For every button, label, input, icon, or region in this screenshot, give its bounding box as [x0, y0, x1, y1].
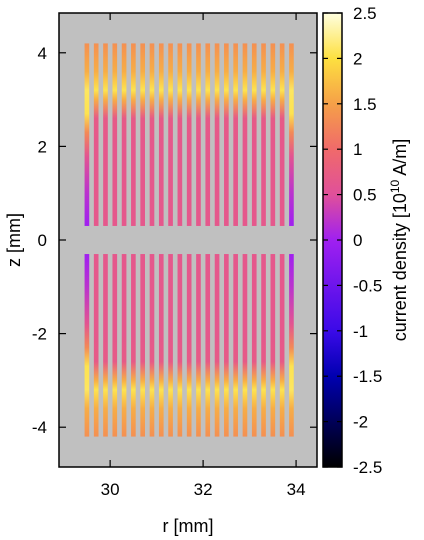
- strip-upper: [103, 43, 108, 226]
- strip-upper: [186, 43, 192, 226]
- strip-upper: [224, 43, 229, 226]
- colorbar-label-exponent: 10: [388, 179, 402, 193]
- y-tick-label: -2: [32, 325, 47, 344]
- colorbar-tick-label: -2.5: [353, 458, 382, 477]
- strip-upper: [168, 43, 173, 226]
- strip-lower: [233, 254, 238, 437]
- strip-upper: [233, 43, 238, 226]
- strip-upper: [242, 43, 248, 226]
- strip-lower: [214, 254, 220, 437]
- strip-lower: [224, 254, 229, 437]
- strip-upper: [214, 43, 220, 226]
- colorbar-tick-label: 2: [353, 49, 362, 68]
- colorbar-label-unit: A/m]: [390, 139, 410, 180]
- strip-upper: [251, 43, 257, 226]
- y-axis-title: z [mm]: [4, 213, 24, 267]
- strip-lower: [84, 254, 90, 437]
- y-tick-label: -4: [32, 418, 47, 437]
- colorbar-tick-label: -1: [353, 322, 368, 341]
- colorbar-tick-label: 0.5: [353, 186, 377, 205]
- strip-lower: [177, 254, 183, 437]
- colorbar-tick-label: 2.5: [353, 4, 377, 23]
- y-tick-label: 4: [38, 44, 47, 63]
- colorbar-tick-label: 1.5: [353, 95, 377, 114]
- strip-lower: [261, 254, 266, 437]
- strip-lower: [149, 254, 155, 437]
- strip-upper: [84, 43, 90, 226]
- strip-lower: [131, 254, 136, 437]
- colorbar-tick-label: 1: [353, 140, 362, 159]
- strip-lower: [270, 254, 276, 437]
- axis-ticks: 30 32 34 -4 -2 0 2 4: [32, 13, 317, 499]
- strip-upper: [158, 43, 164, 226]
- strip-lower: [93, 254, 99, 437]
- colorbar-label-base: current density [10: [390, 193, 410, 341]
- colorbar-label: current density [1010 A/m]: [388, 139, 410, 341]
- strip-lower: [121, 254, 127, 437]
- strip-upper: [270, 43, 276, 226]
- x-tick-label: 30: [101, 480, 120, 499]
- strip-lower: [158, 254, 164, 437]
- strip-lower: [251, 254, 257, 437]
- x-tick-label: 32: [194, 480, 213, 499]
- strip-upper: [149, 43, 155, 226]
- strip-upper: [112, 43, 118, 226]
- strip-upper: [131, 43, 136, 226]
- strip-lower: [289, 254, 294, 437]
- strip-lower: [196, 254, 201, 437]
- strip-upper: [177, 43, 183, 226]
- strip-lower: [103, 254, 108, 437]
- x-axis-title: r [mm]: [163, 516, 214, 536]
- y-tick-label: 2: [38, 137, 47, 156]
- colorbar-tick-label: -1.5: [353, 367, 382, 386]
- colorbar-tick-label: -0.5: [353, 276, 382, 295]
- strip-lower: [186, 254, 192, 437]
- strip-upper: [279, 43, 285, 226]
- strip-lower: [112, 254, 118, 437]
- strip-upper: [289, 43, 294, 226]
- strip-lower: [242, 254, 248, 437]
- strip-upper: [205, 43, 211, 226]
- strip-upper: [196, 43, 201, 226]
- strip-lower: [205, 254, 211, 437]
- strip-lower: [168, 254, 173, 437]
- strip-upper: [93, 43, 99, 226]
- colorbar-ticks: 2.5 2 1.5 1 0.5 0 -0.5 -1 -1.5 -2 -2.5: [323, 4, 382, 477]
- strip-lower: [140, 254, 145, 437]
- strip-upper: [140, 43, 145, 226]
- x-tick-label: 34: [287, 480, 306, 499]
- colorbar-tick-label: -2: [353, 413, 368, 432]
- strip-upper: [121, 43, 127, 226]
- current-strips: [84, 43, 294, 437]
- strip-lower: [279, 254, 285, 437]
- y-tick-label: 0: [38, 231, 47, 250]
- strip-upper: [261, 43, 266, 226]
- colorbar-tick-label: 0: [353, 231, 362, 250]
